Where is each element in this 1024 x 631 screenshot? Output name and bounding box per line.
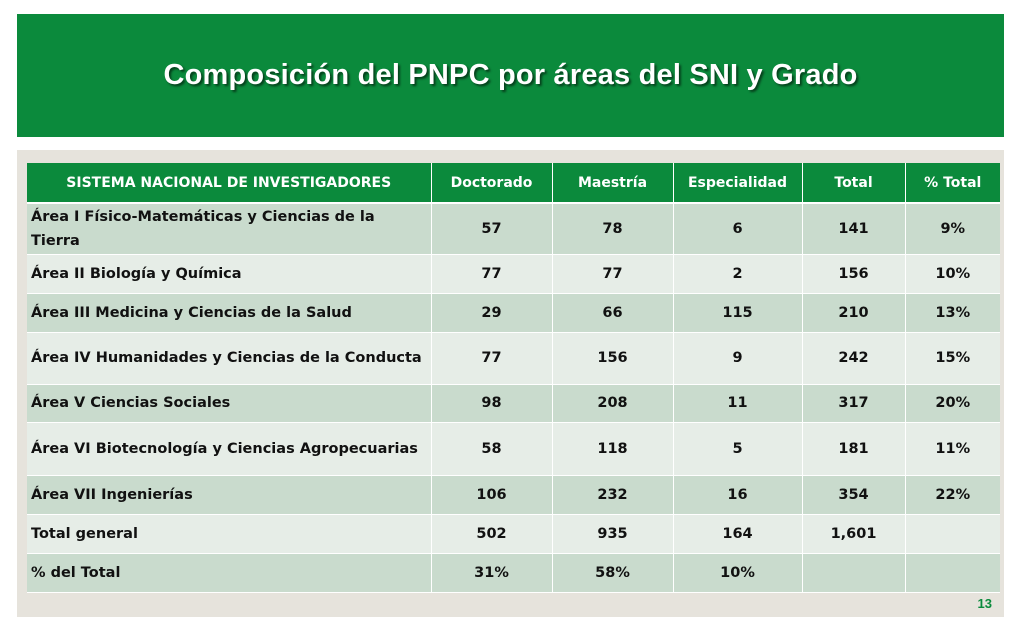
row-label: Área V Ciencias Sociales [27, 384, 432, 423]
cell-especialidad: 164 [673, 514, 803, 554]
cell-total: 1,601 [802, 514, 906, 554]
header-total: Total [802, 163, 906, 204]
table-row: Área I Físico-Matemáticas y Ciencias de … [27, 203, 1000, 255]
cell-total [802, 553, 906, 593]
cell-maestria: 935 [552, 514, 674, 554]
table-row: Área II Biología y Química 77 77 2 156 1… [27, 254, 1000, 294]
header-pct-total: % Total [905, 163, 1000, 204]
row-label: Área VI Biotecnología y Ciencias Agropec… [27, 422, 432, 476]
cell-total: 317 [802, 384, 906, 423]
table-row: Total general 502 935 164 1,601 [27, 514, 1000, 554]
cell-maestria: 77 [552, 254, 674, 294]
row-label: % del Total [27, 553, 432, 593]
cell-especialidad: 10% [673, 553, 803, 593]
header-maestria: Maestría [552, 163, 674, 204]
cell-doctorado: 58 [431, 422, 553, 476]
cell-especialidad: 5 [673, 422, 803, 476]
cell-pct: 11% [905, 422, 1000, 476]
table-row: % del Total 31% 58% 10% [27, 553, 1000, 593]
cell-especialidad: 115 [673, 293, 803, 333]
cell-doctorado: 77 [431, 254, 553, 294]
table-row: Área VII Ingenierías 106 232 16 354 22% [27, 475, 1000, 515]
cell-pct: 10% [905, 254, 1000, 294]
cell-maestria: 208 [552, 384, 674, 423]
cell-pct: 15% [905, 332, 1000, 385]
cell-maestria: 78 [552, 203, 674, 255]
header-especialidad: Especialidad [673, 163, 803, 204]
row-label: Área III Medicina y Ciencias de la Salud [27, 293, 432, 333]
table-row: Área VI Biotecnología y Ciencias Agropec… [27, 422, 1000, 476]
cell-maestria: 232 [552, 475, 674, 515]
cell-total: 156 [802, 254, 906, 294]
cell-especialidad: 11 [673, 384, 803, 423]
page-number: 13 [977, 596, 992, 611]
cell-especialidad: 2 [673, 254, 803, 294]
row-label: Total general [27, 514, 432, 554]
cell-doctorado: 98 [431, 384, 553, 423]
pnpc-table: SISTEMA NACIONAL DE INVESTIGADORES Docto… [27, 163, 1000, 593]
cell-total: 242 [802, 332, 906, 385]
cell-total: 181 [802, 422, 906, 476]
cell-pct [905, 553, 1000, 593]
slide-title: Composición del PNPC por áreas del SNI y… [163, 59, 858, 91]
cell-pct: 13% [905, 293, 1000, 333]
cell-pct: 9% [905, 203, 1000, 255]
row-label: Área IV Humanidades y Ciencias de la Con… [27, 332, 432, 385]
cell-doctorado: 106 [431, 475, 553, 515]
title-banner: Composición del PNPC por áreas del SNI y… [17, 14, 1004, 137]
cell-doctorado: 502 [431, 514, 553, 554]
cell-especialidad: 9 [673, 332, 803, 385]
row-label: Área I Físico-Matemáticas y Ciencias de … [27, 203, 432, 255]
cell-doctorado: 77 [431, 332, 553, 385]
table-row: Área V Ciencias Sociales 98 208 11 317 2… [27, 384, 1000, 423]
cell-maestria: 156 [552, 332, 674, 385]
cell-maestria: 118 [552, 422, 674, 476]
cell-pct: 22% [905, 475, 1000, 515]
cell-total: 354 [802, 475, 906, 515]
cell-doctorado: 57 [431, 203, 553, 255]
cell-total: 141 [802, 203, 906, 255]
cell-pct: 20% [905, 384, 1000, 423]
cell-pct [905, 514, 1000, 554]
header-sni: SISTEMA NACIONAL DE INVESTIGADORES [27, 163, 432, 204]
header-doctorado: Doctorado [431, 163, 553, 204]
table-row: Área IV Humanidades y Ciencias de la Con… [27, 332, 1000, 385]
cell-doctorado: 31% [431, 553, 553, 593]
cell-maestria: 58% [552, 553, 674, 593]
table-row: Área III Medicina y Ciencias de la Salud… [27, 293, 1000, 333]
row-label: Área VII Ingenierías [27, 475, 432, 515]
cell-doctorado: 29 [431, 293, 553, 333]
table-header-row: SISTEMA NACIONAL DE INVESTIGADORES Docto… [27, 163, 1000, 204]
cell-especialidad: 16 [673, 475, 803, 515]
table-panel: SISTEMA NACIONAL DE INVESTIGADORES Docto… [17, 150, 1004, 617]
row-label: Área II Biología y Química [27, 254, 432, 294]
cell-especialidad: 6 [673, 203, 803, 255]
cell-maestria: 66 [552, 293, 674, 333]
cell-total: 210 [802, 293, 906, 333]
